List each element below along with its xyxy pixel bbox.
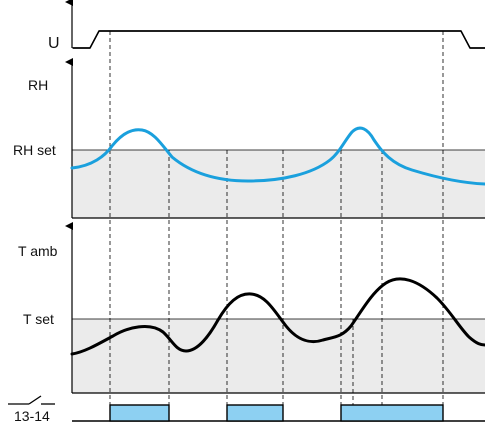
- contact-closed-pulses: [109, 404, 444, 422]
- timing-guides: [109, 31, 444, 405]
- contact-pulse-1: [109, 404, 170, 422]
- label-humidity-setpoint: RH set: [13, 142, 56, 158]
- label-humidity: RH: [28, 77, 48, 93]
- label-contact: 13-14: [14, 408, 50, 424]
- label-temp-setpoint: T set: [23, 311, 54, 327]
- contact-symbol-blade: [28, 395, 42, 405]
- contact-pulse-3: [340, 404, 444, 422]
- contact-pulse-2: [226, 404, 284, 422]
- supply-on-pulse: [72, 30, 485, 49]
- axes: [65, 0, 485, 394]
- tamb-curve: [70, 277, 485, 356]
- rh-below-setpoint-zone: [72, 150, 485, 218]
- label-supply: U: [48, 35, 60, 52]
- tamb-below-setpoint-zone: [72, 319, 485, 393]
- label-ambient-temp: T amb: [18, 243, 58, 259]
- supply-trace: [73, 30, 485, 49]
- rh-curve: [70, 126, 485, 186]
- contact-symbol-icon: [8, 395, 55, 405]
